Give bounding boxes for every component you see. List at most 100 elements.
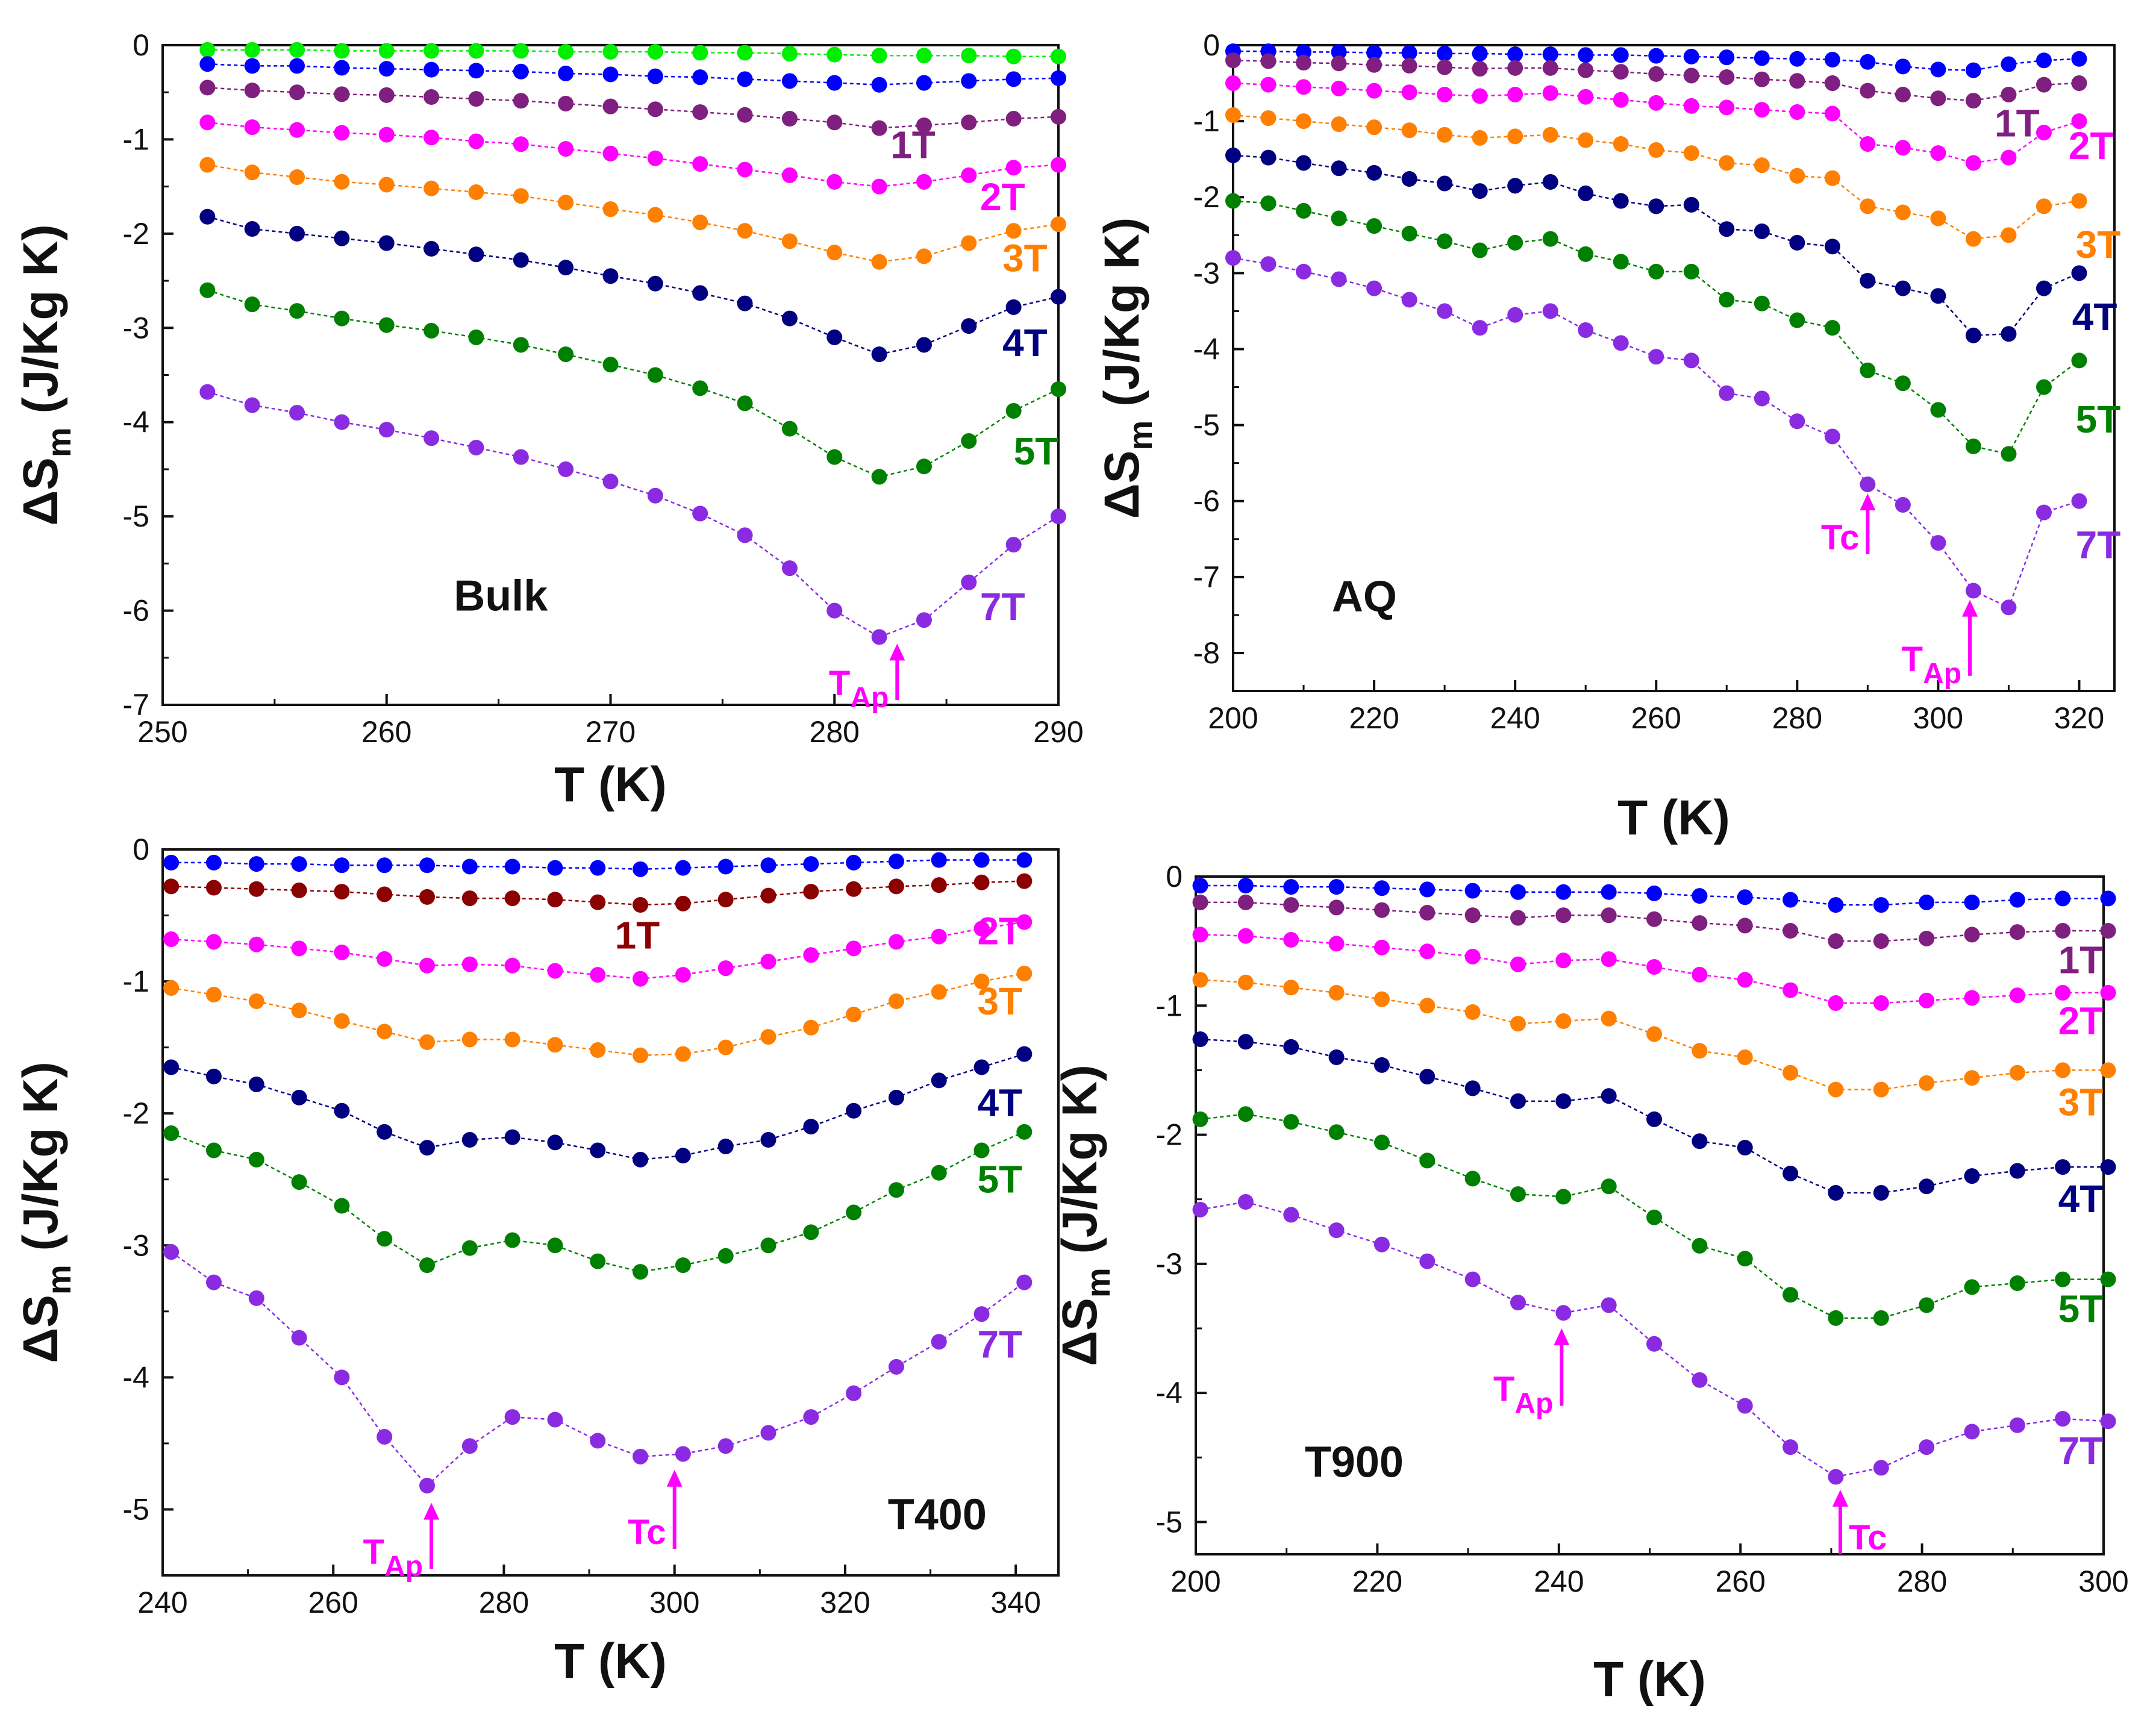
- data-point-7T: [468, 439, 484, 455]
- data-point-0.5T: [199, 56, 216, 72]
- data-point-5T: [1613, 254, 1629, 270]
- data-point-3T: [163, 980, 180, 996]
- data-point-4T: [1601, 1088, 1617, 1104]
- data-point-2T: [163, 931, 180, 947]
- data-point-5T: [2055, 1271, 2071, 1287]
- x-tick-label: 240: [137, 1586, 187, 1619]
- x-tick-label: 200: [1170, 1565, 1220, 1598]
- data-point-4T: [419, 1140, 436, 1156]
- data-point-2T: [291, 940, 307, 957]
- data-point-7T: [1964, 1424, 1980, 1440]
- data-point-3T: [468, 184, 484, 201]
- data-point-3T: [199, 157, 216, 173]
- data-point-5T: [1051, 381, 1066, 397]
- series-label-4T: 4T: [2072, 295, 2117, 339]
- data-point-7T: [1507, 307, 1523, 323]
- data-point-5T: [781, 421, 798, 437]
- data-point-0.5T: [1578, 47, 1594, 63]
- data-point-2T: [504, 957, 520, 974]
- data-point-1T: [1578, 62, 1594, 78]
- data-point-2T: [1895, 140, 1911, 156]
- y-tick-label: -4: [1156, 1376, 1183, 1410]
- data-point-7T: [1192, 1201, 1208, 1218]
- data-point-2T: [846, 940, 862, 957]
- data-point-4T: [1919, 1178, 1935, 1195]
- data-point-1T: [1555, 907, 1572, 924]
- data-point-2T: [1542, 85, 1558, 101]
- data-point-0.5T: [888, 853, 904, 869]
- data-point-7T: [846, 1385, 862, 1401]
- data-point-1T: [1824, 75, 1840, 92]
- data-point-1T: [961, 114, 977, 131]
- data-point-7T: [1965, 583, 1981, 599]
- data-point-3T: [1237, 974, 1254, 990]
- data-point-4T: [675, 1148, 691, 1164]
- data-point-7T: [2036, 504, 2052, 521]
- data-point-0.5T: [737, 71, 753, 87]
- data-point-3T: [334, 1013, 350, 1029]
- data-point-7T: [1719, 385, 1735, 401]
- data-point-4T: [717, 1138, 734, 1154]
- data-point-1T: [513, 93, 529, 109]
- data-point-5T: [377, 1231, 393, 1247]
- data-point-1T: [1296, 55, 1312, 71]
- x-tick-label: 220: [1352, 1565, 1402, 1598]
- x-tick-label: 220: [1349, 701, 1399, 735]
- x-axis-label: T (K): [554, 757, 667, 812]
- data-point-2T: [1051, 157, 1066, 173]
- data-point-0.2T: [334, 43, 350, 59]
- data-point-5T: [1783, 1287, 1799, 1303]
- data-point-0.5T: [1692, 888, 1708, 904]
- data-point-3T: [504, 1031, 520, 1048]
- arrow-head: [1832, 1489, 1848, 1507]
- panel-aq: 200 220 240 260 280 300 320 0 -1 -2 -3 -4 -5 -6 -7 -8 T …: [1095, 28, 2120, 845]
- data-point-3T: [1051, 216, 1066, 233]
- data-point-0.2T: [1051, 48, 1066, 64]
- data-point-5T: [504, 1232, 520, 1248]
- data-point-5T: [2071, 352, 2087, 369]
- data-point-1T: [377, 886, 393, 902]
- series-label-7T: 7T: [2058, 1429, 2104, 1472]
- y-tick-label: -2: [123, 217, 149, 251]
- y-tick-label: -5: [123, 499, 149, 533]
- data-point-0.5T: [1555, 884, 1572, 900]
- data-point-1T: [1331, 55, 1347, 72]
- data-point-7T: [378, 422, 395, 438]
- data-point-5T: [2100, 1271, 2116, 1287]
- data-point-2T: [419, 957, 436, 974]
- data-point-2T: [1419, 943, 1436, 960]
- y-axis-label-symbol: ΔS: [13, 1295, 68, 1363]
- series-label-7T: 7T: [980, 585, 1025, 628]
- data-point-1T: [205, 880, 222, 896]
- data-point-4T: [846, 1102, 862, 1119]
- data-point-5T: [1437, 233, 1453, 249]
- data-point-1T: [334, 884, 350, 900]
- arrow-label-main: T: [363, 1533, 384, 1572]
- data-point-2T: [1930, 145, 1946, 161]
- data-point-5T: [1260, 195, 1276, 211]
- data-point-2T: [1824, 105, 1840, 122]
- data-point-1T: [1601, 907, 1617, 924]
- data-point-3T: [1646, 1026, 1663, 1042]
- x-tick-label: 300: [1913, 701, 1963, 735]
- data-point-4T: [163, 1059, 180, 1075]
- data-point-5T: [1828, 1310, 1844, 1326]
- data-point-5T: [1464, 1171, 1481, 1187]
- data-point-1T: [378, 87, 395, 103]
- y-axis-label-unit: (J/Kg K): [1052, 1065, 1107, 1268]
- data-point-3T: [1464, 1004, 1481, 1020]
- data-point-0.2T: [423, 43, 440, 59]
- arrow-label-main: T: [829, 664, 850, 703]
- data-point-1T: [199, 80, 216, 96]
- data-point-4T: [633, 1151, 649, 1168]
- data-point-3T: [1366, 119, 1383, 136]
- data-point-5T: [163, 1125, 180, 1142]
- data-point-3T: [675, 1046, 691, 1062]
- data-point-2T: [1331, 80, 1347, 96]
- data-point-0.5T: [633, 861, 649, 877]
- y-tick-label: 0: [133, 833, 149, 866]
- data-point-1T: [1542, 60, 1558, 76]
- series-label-5T: 5T: [2076, 398, 2121, 441]
- data-point-1T: [547, 892, 563, 908]
- data-point-4T: [826, 329, 843, 345]
